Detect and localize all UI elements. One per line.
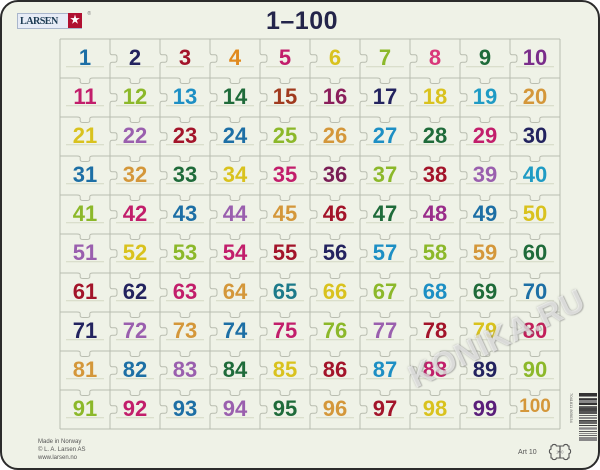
svg-text:100: 100 xyxy=(556,450,564,455)
